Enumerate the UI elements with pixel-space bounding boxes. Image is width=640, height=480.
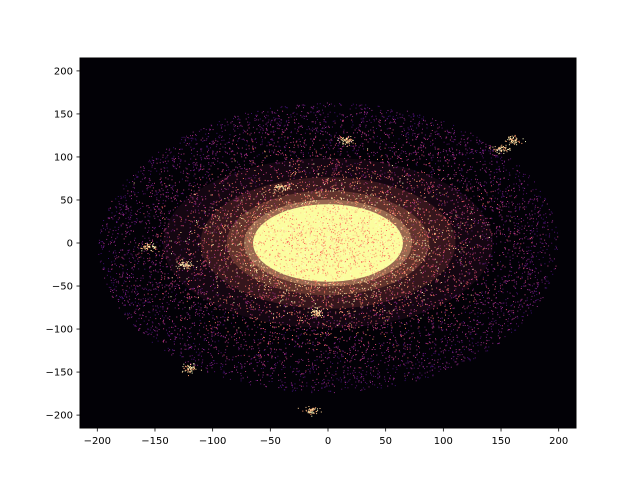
x-axis: −200 −150 −100 −50 0 50 100 150 200 [84, 428, 568, 447]
x-tick-label: 0 [325, 436, 331, 447]
x-tick-label: 100 [434, 436, 453, 447]
y-tick-label: −50 [52, 282, 73, 293]
y-tick-label: 200 [54, 66, 73, 77]
y-tick-label: 100 [54, 152, 73, 163]
y-tick-label: 50 [60, 195, 73, 206]
x-tick-label: −150 [141, 436, 168, 447]
y-tick-label: 0 [67, 239, 73, 250]
x-tick-label: −200 [84, 436, 111, 447]
y-tick-label: −150 [46, 368, 73, 379]
plot-area [79, 57, 577, 429]
image-layer [98, 102, 559, 417]
y-tick-label: −200 [46, 411, 73, 422]
x-tick-label: −50 [260, 436, 281, 447]
x-tick-label: 200 [549, 436, 568, 447]
y-tick-label: 150 [54, 109, 73, 120]
y-tick-label: −100 [46, 325, 73, 336]
core-edge-stars [122, 148, 511, 344]
bright-knots [138, 134, 526, 417]
y-axis: −200 −150 −100 −50 0 50 100 150 200 [46, 66, 80, 422]
x-tick-label: 50 [379, 436, 392, 447]
disk-stars [98, 102, 559, 394]
x-tick-label: −100 [199, 436, 226, 447]
x-tick-label: 150 [491, 436, 510, 447]
